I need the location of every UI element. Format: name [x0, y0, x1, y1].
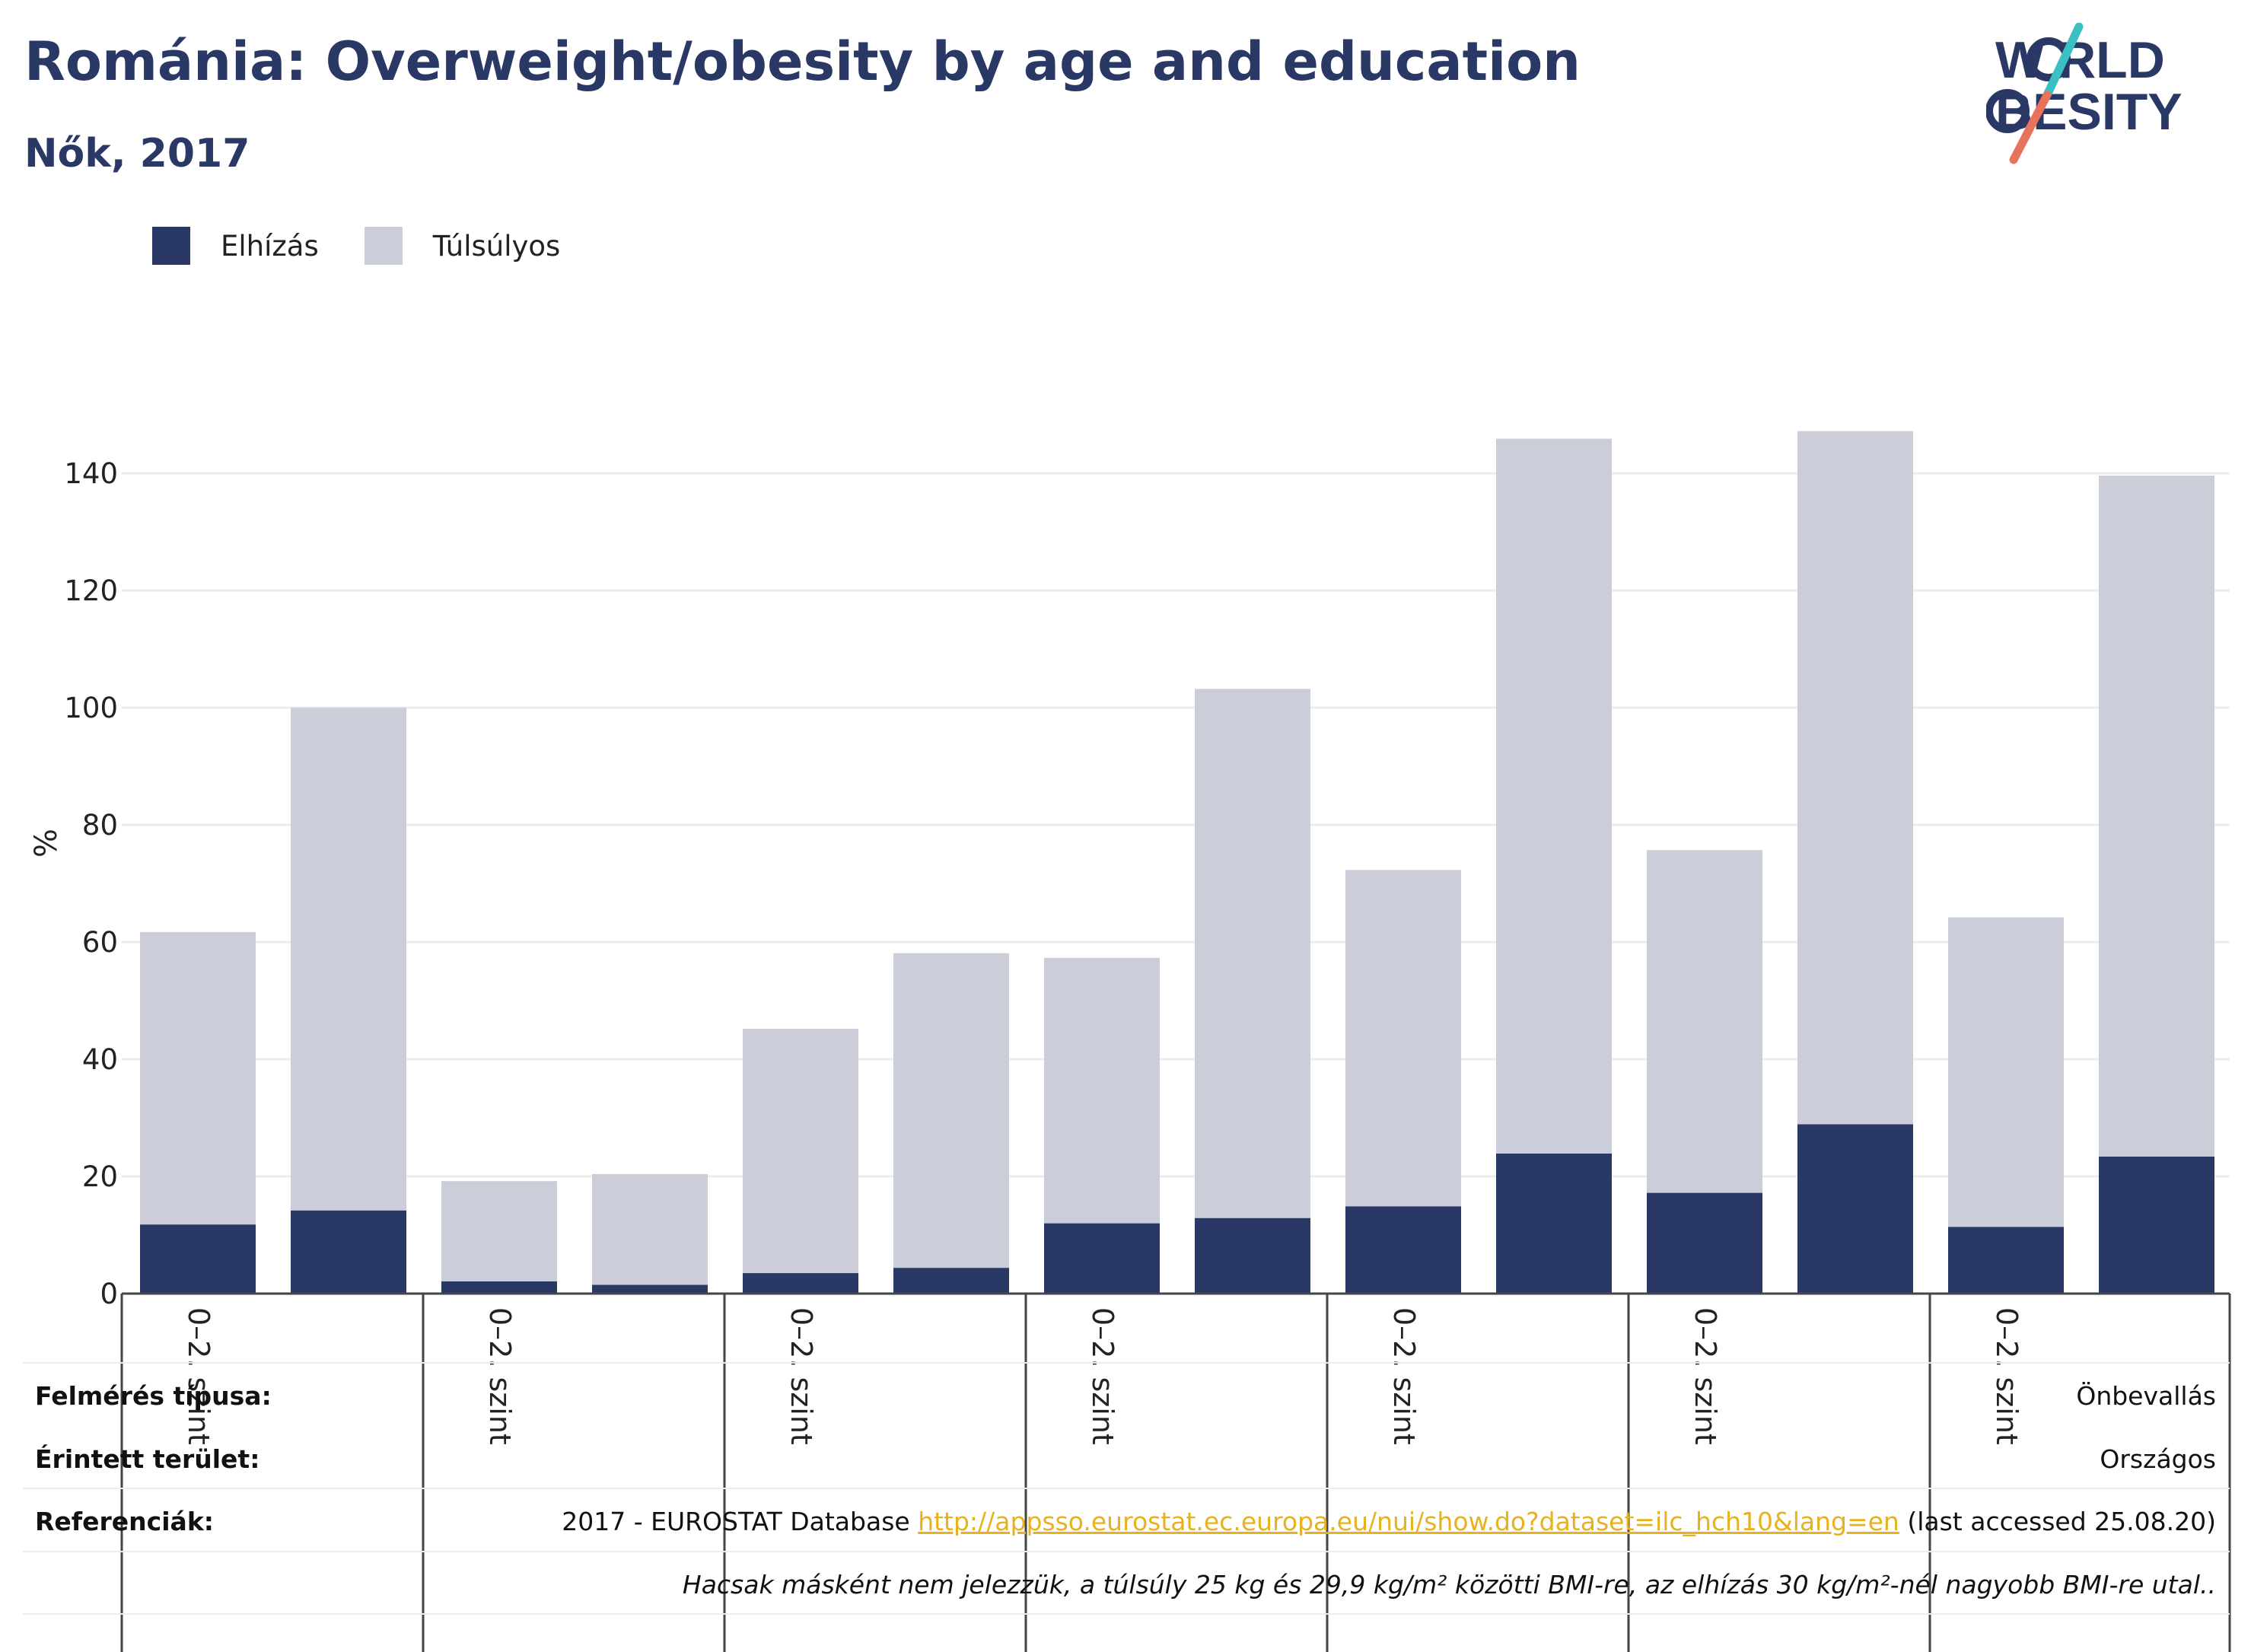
y-tick-label: 20	[82, 1160, 118, 1193]
bar-obesity	[592, 1284, 708, 1294]
bar-obesity	[1948, 1227, 2064, 1294]
survey-type-label: Felmérés típusa:	[35, 1381, 272, 1411]
logo-slash-teal	[2042, 23, 2084, 100]
x-group-label: 0–2. szint	[182, 1307, 215, 1445]
bar-overweight	[1797, 431, 1913, 1125]
x-group-label: 0–2. szint	[1387, 1307, 1421, 1445]
logo-slash-coral	[2009, 91, 2052, 164]
bar-overweight	[1195, 689, 1310, 1218]
area-value: Országos	[2100, 1444, 2216, 1474]
legend-item-obesity[interactable]: Elhízás	[152, 227, 319, 265]
bar-overweight	[441, 1181, 557, 1281]
logo-line1: W RLD	[1995, 31, 2165, 89]
footer-divider	[23, 1488, 2230, 1489]
bar-overweight	[743, 1028, 858, 1274]
bar-obesity	[441, 1281, 557, 1294]
reference-prefix: 2017 - EUROSTAT Database	[562, 1507, 919, 1536]
references-label: Referenciák:	[35, 1507, 214, 1536]
y-tick-label: 100	[64, 692, 118, 724]
bar-overweight	[2099, 476, 2214, 1157]
bar-overweight	[1496, 438, 1612, 1154]
bar-obesity	[1797, 1124, 1913, 1294]
y-tick-label: 0	[100, 1278, 118, 1310]
bar-obesity	[1647, 1192, 1762, 1294]
chart-title: Románia: Overweight/obesity by age and e…	[24, 30, 1581, 93]
footer-divider	[23, 1613, 2230, 1615]
y-tick-label: 60	[82, 926, 118, 959]
chart-subtitle: Nők, 2017	[24, 131, 250, 177]
bar-overweight	[291, 708, 406, 1211]
legend-swatch-obesity	[152, 227, 190, 265]
reference-suffix: (last accessed 25.08.20)	[1899, 1507, 2216, 1536]
reference-text: 2017 - EUROSTAT Database http://appsso.e…	[562, 1507, 2216, 1536]
x-group-label: 0–2. szint	[1689, 1307, 1722, 1445]
bar-obesity	[1195, 1218, 1310, 1294]
area-label: Érintett terület:	[35, 1444, 260, 1474]
chart-legend: Elhízás Túlsúlyos	[152, 227, 591, 265]
bar-overweight	[893, 953, 1009, 1268]
bar-overweight	[1345, 870, 1461, 1207]
bar-obesity	[2099, 1156, 2214, 1294]
y-tick-label: 140	[64, 457, 118, 490]
footer-divider	[23, 1551, 2230, 1552]
x-group-label: 0–2. szint	[785, 1307, 818, 1445]
bar-obesity	[291, 1210, 406, 1294]
bar-overweight	[1647, 850, 1762, 1193]
reference-link[interactable]: http://appsso.eurostat.ec.europa.eu/nui/…	[918, 1507, 1899, 1536]
footnote: Hacsak másként nem jelezzük, a túlsúly 2…	[682, 1570, 2216, 1599]
y-axis-label: %	[29, 829, 64, 858]
x-group-label: 0–2. szint	[1086, 1307, 1119, 1445]
bar-overweight	[592, 1173, 708, 1285]
footer-divider	[23, 1362, 2230, 1364]
survey-type-value: Önbevallás	[2076, 1381, 2216, 1411]
bar-obesity	[1496, 1153, 1612, 1294]
legend-label-obesity: Elhízás	[221, 229, 319, 263]
logo-o-ring-2	[1986, 89, 2030, 133]
bar-obesity	[140, 1224, 256, 1294]
bar-overweight	[1948, 917, 2064, 1227]
legend-label-overweight: Túlsúlyos	[432, 229, 561, 263]
legend-swatch-overweight	[364, 227, 403, 265]
bar-obesity	[743, 1273, 858, 1294]
bar-obesity	[1345, 1206, 1461, 1294]
legend-item-overweight[interactable]: Túlsúlyos	[364, 227, 561, 265]
bar-overweight	[140, 931, 256, 1225]
y-tick-label: 80	[82, 809, 118, 842]
bar-overweight	[1044, 957, 1160, 1224]
bar-obesity	[1044, 1223, 1160, 1294]
y-tick-label: 120	[64, 575, 118, 607]
x-group-label: 0–2. szint	[1990, 1307, 2023, 1445]
y-tick-label: 40	[82, 1043, 118, 1076]
x-group-label: 0–2. szint	[483, 1307, 517, 1445]
world-obesity-logo: W RLD BESITY	[1986, 23, 2183, 164]
bar-obesity	[893, 1268, 1009, 1294]
